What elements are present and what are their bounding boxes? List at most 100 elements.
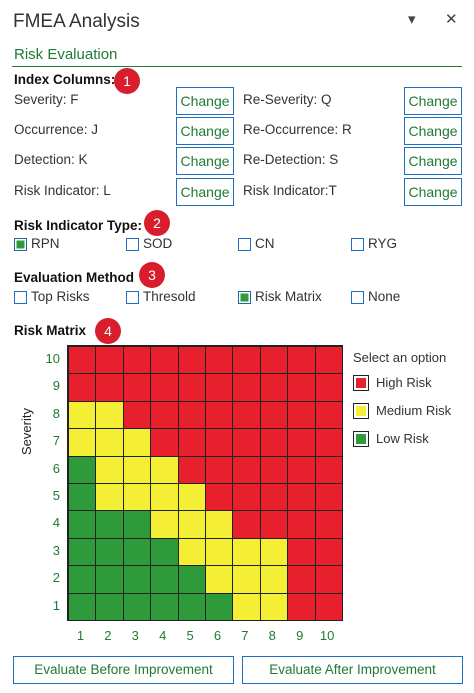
matrix-cell[interactable] xyxy=(177,400,206,430)
change-right-column-button[interactable]: Change xyxy=(404,178,462,206)
matrix-cell[interactable] xyxy=(287,346,316,375)
matrix-cell[interactable] xyxy=(259,400,289,430)
matrix-cell[interactable] xyxy=(122,455,152,484)
checkbox[interactable] xyxy=(14,291,27,304)
change-left-column-button[interactable]: Change xyxy=(176,87,234,115)
matrix-cell[interactable] xyxy=(122,565,152,594)
matrix-cell[interactable] xyxy=(177,592,206,621)
matrix-cell[interactable] xyxy=(287,400,316,430)
matrix-cell[interactable] xyxy=(68,455,97,484)
matrix-cell[interactable] xyxy=(205,510,234,539)
matrix-cell[interactable] xyxy=(232,483,261,512)
matrix-cell[interactable] xyxy=(95,592,124,621)
change-right-column-button[interactable]: Change xyxy=(404,87,462,115)
risk-indicator-type-option[interactable]: CN xyxy=(238,236,338,254)
matrix-cell[interactable] xyxy=(150,455,179,484)
matrix-cell[interactable] xyxy=(68,428,97,457)
matrix-cell[interactable] xyxy=(95,400,124,430)
matrix-cell[interactable] xyxy=(259,510,289,539)
matrix-cell[interactable] xyxy=(95,455,124,484)
matrix-cell[interactable] xyxy=(314,428,343,457)
matrix-cell[interactable] xyxy=(205,592,234,621)
matrix-cell[interactable] xyxy=(150,592,179,621)
matrix-cell[interactable] xyxy=(68,373,97,402)
matrix-cell[interactable] xyxy=(259,455,289,484)
pin-dropdown-icon[interactable]: ▾ xyxy=(408,11,416,28)
matrix-cell[interactable] xyxy=(314,537,343,567)
matrix-cell[interactable] xyxy=(287,510,316,539)
matrix-cell[interactable] xyxy=(150,510,179,539)
matrix-cell[interactable] xyxy=(177,455,206,484)
matrix-cell[interactable] xyxy=(205,400,234,430)
evaluation-method-option[interactable]: None xyxy=(351,289,451,307)
matrix-cell[interactable] xyxy=(205,455,234,484)
matrix-cell[interactable] xyxy=(314,592,343,621)
matrix-cell[interactable] xyxy=(122,373,152,402)
matrix-cell[interactable] xyxy=(95,346,124,375)
matrix-cell[interactable] xyxy=(95,373,124,402)
matrix-cell[interactable] xyxy=(232,510,261,539)
matrix-cell[interactable] xyxy=(177,373,206,402)
matrix-cell[interactable] xyxy=(287,455,316,484)
matrix-cell[interactable] xyxy=(232,373,261,402)
matrix-cell[interactable] xyxy=(314,483,343,512)
matrix-cell[interactable] xyxy=(314,565,343,594)
matrix-cell[interactable] xyxy=(122,428,152,457)
matrix-cell[interactable] xyxy=(232,592,261,621)
matrix-cell[interactable] xyxy=(150,346,179,375)
matrix-cell[interactable] xyxy=(150,565,179,594)
checkbox[interactable] xyxy=(238,238,251,251)
change-left-column-button[interactable]: Change xyxy=(176,117,234,145)
change-left-column-button[interactable]: Change xyxy=(176,178,234,206)
matrix-cell[interactable] xyxy=(177,346,206,375)
matrix-cell[interactable] xyxy=(259,428,289,457)
change-right-column-button[interactable]: Change xyxy=(404,117,462,145)
matrix-cell[interactable] xyxy=(232,400,261,430)
risk-indicator-type-option[interactable]: RPN xyxy=(14,236,114,254)
matrix-cell[interactable] xyxy=(177,537,206,567)
matrix-cell[interactable] xyxy=(287,428,316,457)
legend-option[interactable]: High Risk xyxy=(353,374,463,392)
matrix-cell[interactable] xyxy=(122,483,152,512)
matrix-cell[interactable] xyxy=(122,400,152,430)
evaluate-after-improvement-button[interactable]: Evaluate After Improvement xyxy=(242,656,463,684)
matrix-cell[interactable] xyxy=(314,510,343,539)
change-left-column-button[interactable]: Change xyxy=(176,147,234,175)
matrix-cell[interactable] xyxy=(287,592,316,621)
matrix-cell[interactable] xyxy=(287,483,316,512)
risk-indicator-type-option[interactable]: RYG xyxy=(351,236,451,254)
matrix-cell[interactable] xyxy=(232,428,261,457)
matrix-cell[interactable] xyxy=(122,510,152,539)
matrix-cell[interactable] xyxy=(232,565,261,594)
matrix-cell[interactable] xyxy=(287,373,316,402)
matrix-cell[interactable] xyxy=(68,483,97,512)
matrix-cell[interactable] xyxy=(68,510,97,539)
matrix-cell[interactable] xyxy=(95,537,124,567)
checkbox[interactable] xyxy=(238,291,251,304)
matrix-cell[interactable] xyxy=(232,537,261,567)
checkbox[interactable] xyxy=(126,238,139,251)
matrix-cell[interactable] xyxy=(259,346,289,375)
matrix-cell[interactable] xyxy=(314,400,343,430)
matrix-cell[interactable] xyxy=(205,483,234,512)
matrix-cell[interactable] xyxy=(68,346,97,375)
matrix-cell[interactable] xyxy=(177,565,206,594)
matrix-cell[interactable] xyxy=(150,483,179,512)
matrix-cell[interactable] xyxy=(122,592,152,621)
risk-indicator-type-option[interactable]: SOD xyxy=(126,236,226,254)
legend-option[interactable]: Medium Risk xyxy=(353,402,463,420)
matrix-cell[interactable] xyxy=(150,373,179,402)
checkbox[interactable] xyxy=(351,238,364,251)
matrix-cell[interactable] xyxy=(150,428,179,457)
matrix-cell[interactable] xyxy=(68,592,97,621)
matrix-cell[interactable] xyxy=(95,510,124,539)
checkbox[interactable] xyxy=(14,238,27,251)
matrix-cell[interactable] xyxy=(314,455,343,484)
matrix-cell[interactable] xyxy=(150,400,179,430)
matrix-cell[interactable] xyxy=(259,537,289,567)
matrix-cell[interactable] xyxy=(95,565,124,594)
matrix-cell[interactable] xyxy=(95,483,124,512)
matrix-cell[interactable] xyxy=(150,537,179,567)
matrix-cell[interactable] xyxy=(259,483,289,512)
matrix-cell[interactable] xyxy=(314,346,343,375)
